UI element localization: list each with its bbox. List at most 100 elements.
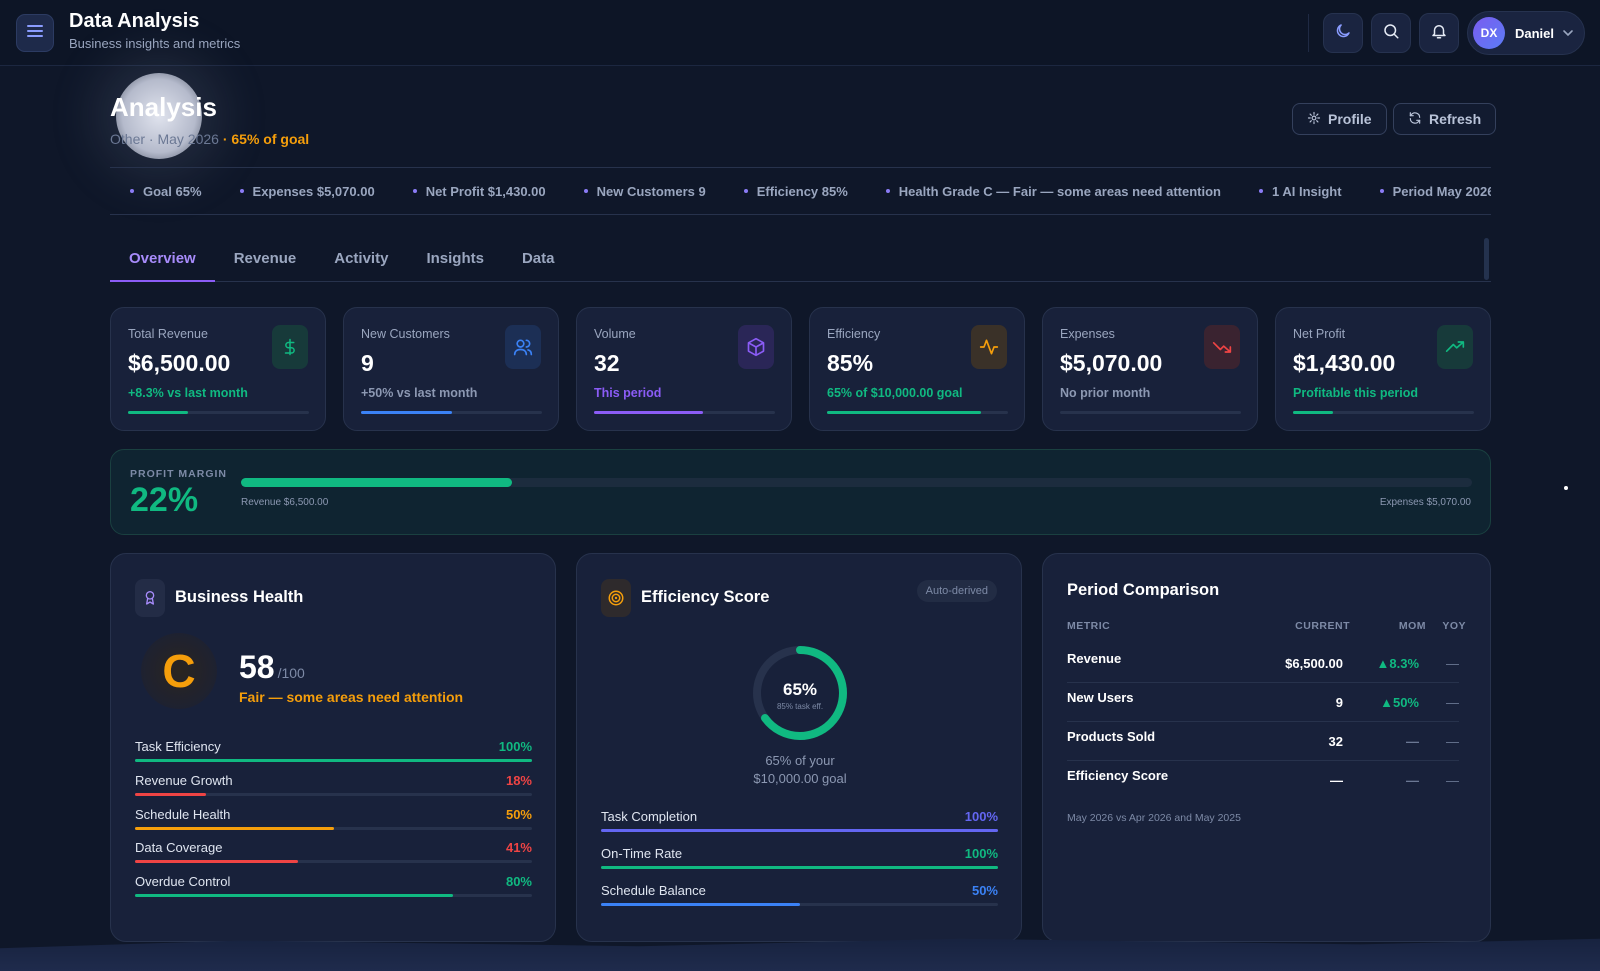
tab-scrollbar[interactable] <box>1484 238 1489 280</box>
top-bar: Data Analysis Business insights and metr… <box>0 0 1600 66</box>
efficiency-score-panel: Efficiency Score Auto-derived 65% 85% ta… <box>576 553 1022 942</box>
comparison-row: Revenue $6,500.00 ▲8.3% — <box>1067 645 1459 683</box>
page-meta: Other · May 2026 · 65% of goal <box>110 131 309 147</box>
kpi-card: Total Revenue $6,500.00 +8.3% vs last mo… <box>110 307 326 431</box>
efficiency-metric-row: Schedule Balance 50% <box>601 883 998 913</box>
bell-icon <box>1430 22 1448 45</box>
header-metric: METRIC <box>1067 620 1111 632</box>
refresh-button[interactable]: Refresh <box>1393 103 1497 135</box>
auto-derived-badge: Auto-derived <box>916 580 997 602</box>
header-current: CURRENT <box>1295 620 1350 632</box>
metric-value: 100% <box>964 846 998 861</box>
kpi-card: Net Profit $1,430.00 Profitable this per… <box>1275 307 1491 431</box>
summary-chip: New Customers 9 <box>584 184 706 199</box>
profile-button[interactable]: Profile <box>1292 103 1387 135</box>
business-health-title: Business Health <box>175 588 304 606</box>
comparison-mom: — <box>1406 734 1419 749</box>
metric-label: Schedule Balance <box>601 883 706 898</box>
menu-icon <box>26 23 44 44</box>
kpi-subtext: This period <box>594 386 662 400</box>
metric-bar <box>135 759 532 762</box>
efficiency-ring: 65% 85% task eff. <box>753 646 847 740</box>
kpi-label: Efficiency <box>827 327 881 341</box>
moon-icon <box>1334 22 1352 45</box>
comparison-row: Efficiency Score — — — <box>1067 762 1459 800</box>
kpi-subtext: +50% vs last month <box>361 386 478 400</box>
profit-margin-value: 22% <box>130 481 199 519</box>
users-icon <box>505 325 541 369</box>
summary-chip: Period May 2026 <box>1380 184 1491 199</box>
menu-button[interactable] <box>16 14 54 52</box>
health-metric-row: Overdue Control 80% <box>135 874 532 904</box>
notifications-button[interactable] <box>1419 13 1459 53</box>
page-title: Analysis <box>110 92 217 122</box>
comparison-mom: ▲50% <box>1380 695 1419 710</box>
summary-strip: Goal 65% Expenses $5,070.00 Net Profit $… <box>110 167 1491 215</box>
avatar: DX <box>1473 17 1505 49</box>
period-comparison-panel: Period Comparison METRIC CURRENT MOM YOY… <box>1042 553 1491 942</box>
metric-label: Task Completion <box>601 809 698 824</box>
divider <box>1308 14 1309 52</box>
kpi-progress-bar <box>361 411 542 414</box>
kpi-value: 85% <box>827 350 874 376</box>
user-menu[interactable]: DX Daniel <box>1467 11 1585 55</box>
metric-value: 100% <box>964 809 998 824</box>
metric-label: Data Coverage <box>135 840 223 856</box>
efficiency-goal-line-2: $10,000.00 goal <box>753 771 847 786</box>
metric-value: 50% <box>971 883 998 898</box>
health-metric-row: Task Efficiency 100% <box>135 739 532 769</box>
tab-overview[interactable]: Overview <box>110 238 215 282</box>
trending-down-icon <box>1204 325 1240 369</box>
kpi-label: New Customers <box>361 327 450 341</box>
comparison-yoy: — <box>1446 773 1459 788</box>
kpi-progress-bar <box>128 411 309 414</box>
profit-margin-card: PROFIT MARGIN 22% Revenue $6,500.00 Expe… <box>110 449 1491 535</box>
kpi-label: Volume <box>594 327 636 341</box>
tab-activity[interactable]: Activity <box>334 250 389 267</box>
kpi-progress-fill <box>128 411 188 414</box>
glow-overlay <box>116 73 202 159</box>
metric-bar-fill <box>135 894 453 898</box>
comparison-current: 9 <box>1335 695 1343 710</box>
comparison-current: 32 <box>1328 734 1343 749</box>
comparison-metric: Efficiency Score <box>1067 768 1169 783</box>
refresh-icon <box>1408 111 1422 128</box>
kpi-label: Expenses <box>1060 327 1115 341</box>
search-button[interactable] <box>1371 13 1411 53</box>
kpi-value: $1,430.00 <box>1293 350 1396 376</box>
kpi-progress-fill <box>1293 411 1333 414</box>
kpi-progress-fill <box>594 411 703 414</box>
theme-toggle-button[interactable] <box>1323 13 1363 53</box>
metric-label: Overdue Control <box>135 874 231 890</box>
app-subtitle: Business insights and metrics <box>69 36 241 51</box>
refresh-label: Refresh <box>1429 111 1482 127</box>
kpi-value: 9 <box>361 350 374 376</box>
tab-data[interactable]: Data <box>521 250 555 267</box>
kpi-progress-bar <box>1060 411 1241 414</box>
health-metric-row: Revenue Growth 18% <box>135 773 532 803</box>
comparison-mom: — <box>1406 773 1419 788</box>
kpi-subtext: No prior month <box>1060 386 1151 400</box>
page-goal: · 65% of goal <box>222 131 310 147</box>
metric-bar <box>135 792 532 796</box>
chevron-down-icon <box>1562 27 1574 39</box>
efficiency-metric-row: On-Time Rate 100% <box>601 846 998 876</box>
kpi-card: Expenses $5,070.00 No prior month <box>1042 307 1258 431</box>
kpi-card: Efficiency 85% 65% of $10,000.00 goal <box>809 307 1025 431</box>
comparison-yoy: — <box>1446 734 1459 749</box>
metric-value: 80% <box>505 874 532 890</box>
health-metric-row: Data Coverage 41% <box>135 840 532 870</box>
kpi-value: $5,070.00 <box>1060 350 1163 376</box>
metric-bar-fill <box>135 792 207 796</box>
award-icon <box>135 579 165 617</box>
kpi-subtext: Profitable this period <box>1293 386 1419 400</box>
comparison-row: New Users 9 ▲50% — <box>1067 684 1459 722</box>
tab-revenue[interactable]: Revenue <box>233 250 297 267</box>
period-comparison-title: Period Comparison <box>1067 581 1220 599</box>
profit-margin-fill <box>241 478 512 487</box>
metric-value: 50% <box>505 806 532 822</box>
tab-insights[interactable]: Insights <box>426 250 484 267</box>
header-yoy: YOY <box>1442 620 1466 632</box>
efficiency-ring-arc <box>753 646 847 740</box>
metric-bar <box>601 903 998 906</box>
